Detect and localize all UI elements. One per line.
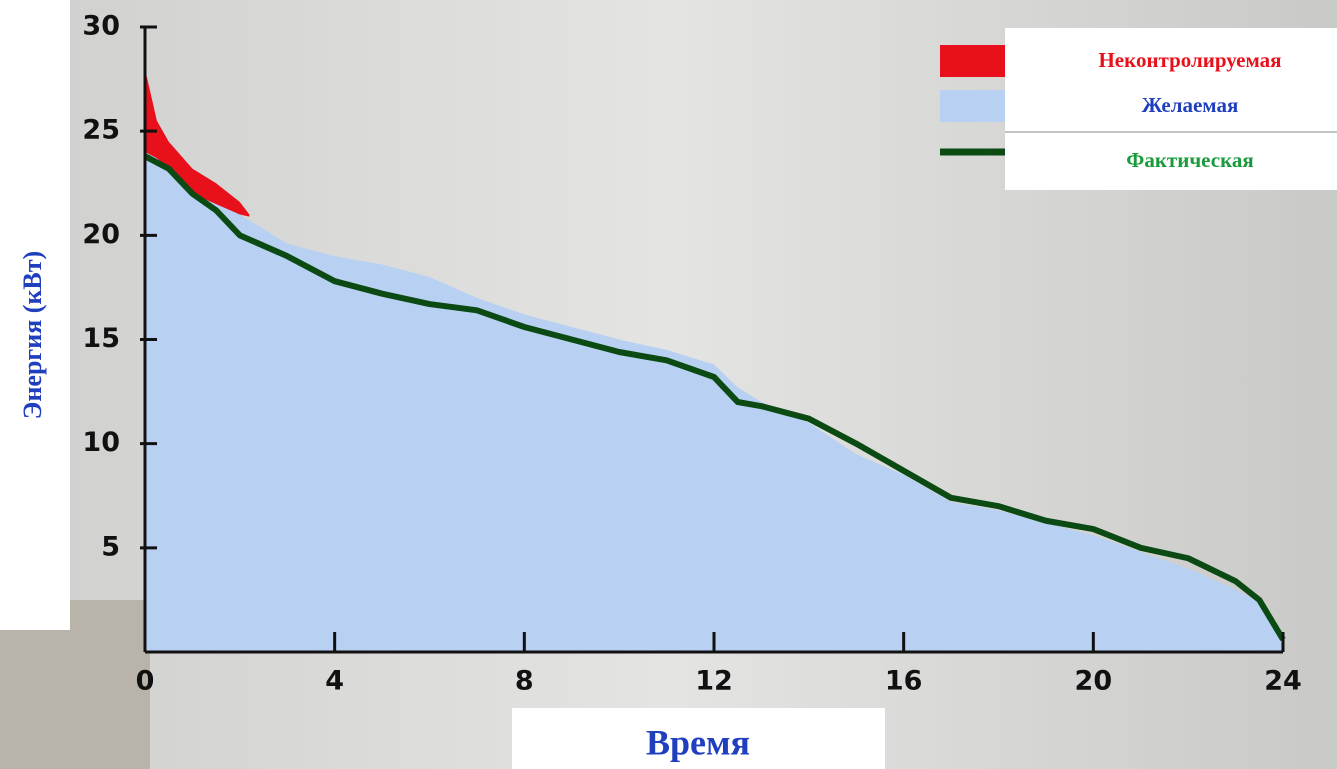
- band: [145, 68, 250, 217]
- y-tick-label: 5: [101, 531, 120, 562]
- y-tick-label: 20: [82, 219, 120, 250]
- x-tick-label: 4: [325, 666, 344, 697]
- plot-area: [143, 68, 1286, 652]
- x-axis-label: Время: [646, 722, 750, 762]
- legend-label: Фактическая: [1126, 148, 1253, 172]
- x-tick-label: 24: [1264, 666, 1302, 697]
- y-tick-label: 30: [82, 11, 120, 42]
- x-tick-label: 0: [136, 666, 155, 697]
- y-tick-label: 25: [82, 115, 120, 146]
- legend-box: [1005, 28, 1337, 190]
- y-tick-label: 10: [82, 427, 120, 458]
- line: [143, 153, 1286, 642]
- legend-label: Неконтролируемая: [1098, 48, 1281, 72]
- y-tick-label: 15: [82, 323, 120, 354]
- y-label-box: [0, 0, 70, 630]
- legend-swatch: [940, 45, 1005, 77]
- x-label-box: [512, 708, 885, 769]
- legend-swatch: [940, 90, 1005, 122]
- legend-label: Желаемая: [1142, 93, 1239, 117]
- x-tick-label: 16: [885, 666, 923, 697]
- area: [145, 152, 1283, 652]
- x-tick-label: 20: [1075, 666, 1113, 697]
- y-axis-label: Энергия (кВт): [18, 251, 47, 419]
- x-tick-label: 12: [695, 666, 733, 697]
- x-tick-label: 8: [515, 666, 534, 697]
